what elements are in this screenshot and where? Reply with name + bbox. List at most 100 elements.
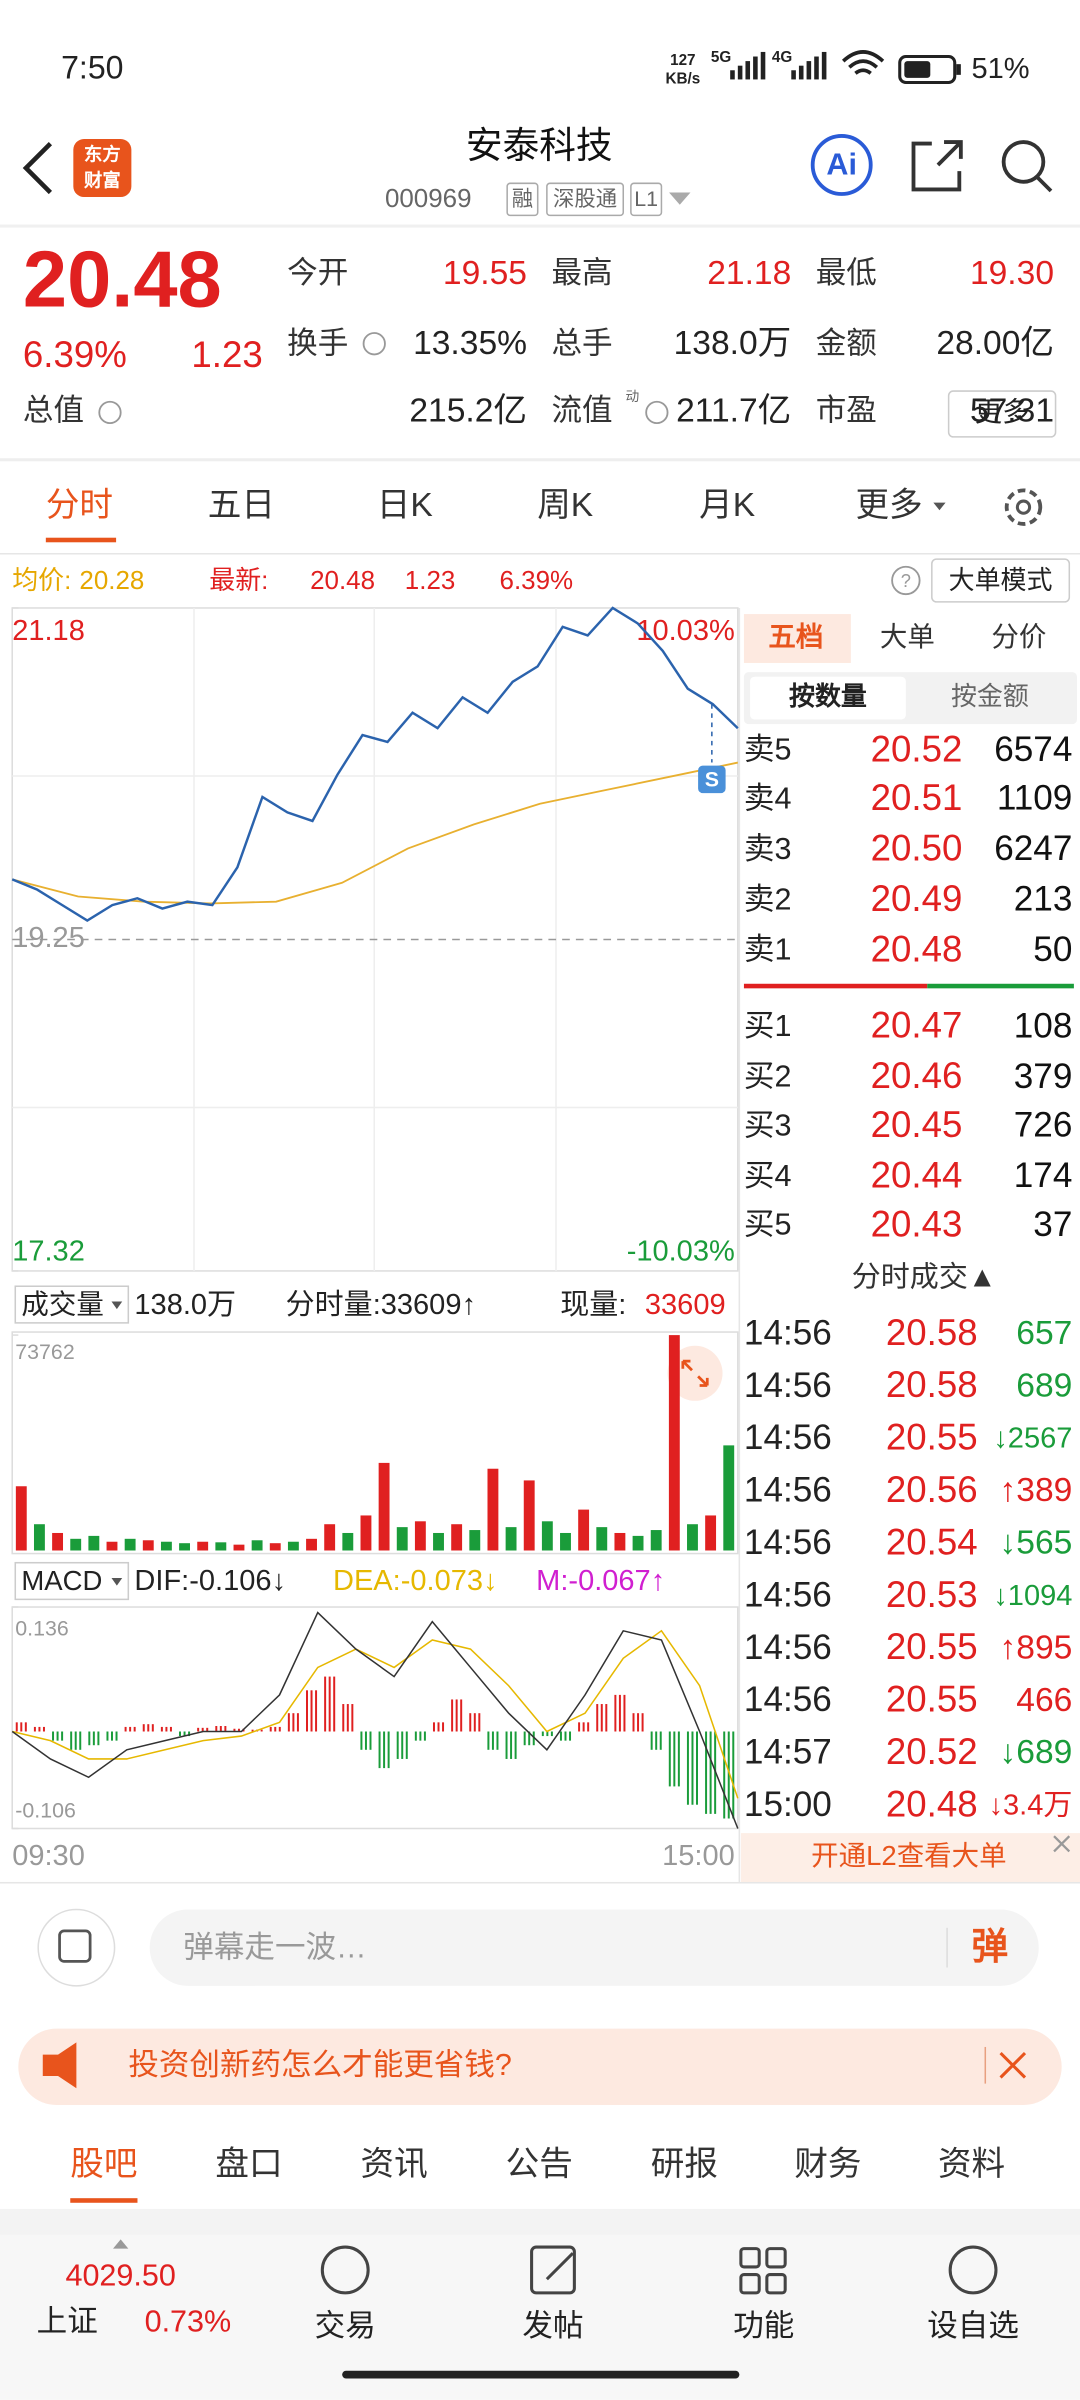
field-value: 19.55 bbox=[443, 255, 527, 292]
logo[interactable] bbox=[73, 139, 132, 198]
volume-bar bbox=[723, 1445, 735, 1551]
banner[interactable] bbox=[18, 2028, 1062, 2106]
dropdown-arrow bbox=[933, 502, 946, 511]
back-button[interactable] bbox=[22, 141, 53, 195]
volume-minute: 分时量:33609↑ bbox=[286, 1288, 476, 1321]
macd-selector[interactable] bbox=[14, 1561, 130, 1601]
l2-close[interactable] bbox=[1053, 1835, 1071, 1853]
section-tab[interactable]: 财务 bbox=[794, 2145, 861, 2183]
volume-bar bbox=[396, 1527, 408, 1551]
section-tab[interactable]: 研报 bbox=[651, 2145, 718, 2183]
section-tab[interactable]: 股吧 bbox=[70, 2146, 137, 2183]
chart-tab[interactable]: 分时 bbox=[46, 487, 113, 524]
trade-volume: 466 bbox=[1016, 1682, 1072, 1719]
expand-icon bbox=[681, 1359, 709, 1387]
badge-text: 深股通 bbox=[553, 187, 617, 211]
volume-bar bbox=[197, 1541, 209, 1551]
marker-badge[interactable] bbox=[698, 765, 726, 794]
book-tab[interactable]: 分价 bbox=[991, 621, 1046, 652]
index-pct: 0.73% bbox=[145, 2305, 232, 2339]
book-tab[interactable]: 五档 bbox=[768, 621, 823, 652]
mode-button[interactable] bbox=[931, 558, 1071, 603]
danmaku-send[interactable]: 弹 bbox=[972, 1926, 1009, 1967]
volume-bar bbox=[287, 1541, 299, 1551]
y-tick-label: 0.136 bbox=[15, 1617, 69, 1641]
volume-bar bbox=[70, 1538, 82, 1551]
book-level: 买1 bbox=[744, 1009, 792, 1043]
battery-tip bbox=[956, 64, 961, 75]
chart-tab[interactable]: 更多 bbox=[855, 486, 922, 524]
book-tab[interactable]: 大单 bbox=[880, 621, 935, 652]
trade-time: 15:00 bbox=[744, 1785, 832, 1824]
ai-label[interactable]: Ai bbox=[826, 148, 857, 182]
avg-value: 20.28 bbox=[79, 565, 144, 595]
volume-bar bbox=[523, 1480, 535, 1551]
share-button[interactable] bbox=[911, 140, 963, 192]
volume-frame bbox=[11, 1331, 739, 1555]
book-level: 买2 bbox=[744, 1060, 792, 1094]
l2-banner[interactable] bbox=[740, 1833, 1080, 1882]
logo-text: 东方 bbox=[84, 144, 121, 165]
section-tab[interactable]: 公告 bbox=[506, 2145, 573, 2183]
field-value: 138.0万 bbox=[674, 325, 792, 362]
price-line bbox=[11, 606, 739, 923]
book-level: 卖1 bbox=[744, 933, 792, 967]
section-tab[interactable]: 资料 bbox=[938, 2145, 1005, 2183]
search-handle bbox=[1035, 175, 1053, 193]
book-level: 买5 bbox=[744, 1208, 792, 1242]
ai-button[interactable] bbox=[810, 134, 873, 196]
trade-volume: 689 bbox=[1016, 1367, 1072, 1404]
book-mode[interactable]: 按金额 bbox=[951, 681, 1029, 711]
nav-item[interactable]: 功能 bbox=[733, 2309, 794, 2343]
macd-dea: DEA:-0.073↓ bbox=[333, 1565, 498, 1597]
field-value: 215.2亿 bbox=[409, 391, 527, 429]
latest-value: 20.48 bbox=[310, 565, 375, 595]
nav-item[interactable]: 发帖 bbox=[522, 2309, 583, 2343]
chart-tab[interactable]: 五日 bbox=[208, 487, 275, 524]
banner-text[interactable]: 投资创新药怎么才能更省钱? bbox=[128, 2048, 512, 2082]
danmaku-input[interactable] bbox=[149, 1909, 1039, 1986]
trade-volume: 657 bbox=[1016, 1315, 1072, 1352]
chart-tab[interactable]: 月K bbox=[699, 487, 756, 524]
home-indicator[interactable] bbox=[342, 2370, 740, 2379]
latest-pct: 6.39% bbox=[500, 565, 574, 595]
more-button-text[interactable]: 更多 bbox=[975, 396, 1030, 427]
section-tab[interactable]: 盘口 bbox=[215, 2145, 282, 2183]
volume-bar bbox=[469, 1530, 481, 1551]
book-mode[interactable]: 按数量 bbox=[789, 681, 867, 711]
chart-tab[interactable]: 周K bbox=[537, 487, 594, 524]
dropdown-arrow bbox=[111, 1301, 123, 1310]
l2-text[interactable]: 开通L2查看大单 bbox=[811, 1840, 1006, 1871]
volume-selector[interactable] bbox=[14, 1285, 130, 1324]
index-value: 4029.50 bbox=[65, 2259, 175, 2293]
expand-button[interactable] bbox=[667, 1345, 723, 1401]
pe-tag: 动 bbox=[626, 389, 640, 404]
trade-price: 20.58 bbox=[886, 1364, 978, 1405]
nav-item[interactable]: 设自选 bbox=[927, 2309, 1019, 2343]
nav-item[interactable]: 交易 bbox=[315, 2309, 376, 2343]
macd-dif: DIF:-0.106↓ bbox=[134, 1565, 286, 1597]
volume-bar bbox=[541, 1521, 553, 1551]
trade-price: 20.53 bbox=[886, 1574, 978, 1615]
volume-bar bbox=[578, 1509, 590, 1551]
mode-active bbox=[750, 676, 906, 720]
volume-bar bbox=[378, 1462, 390, 1551]
megaphone-icon bbox=[42, 2042, 77, 2089]
volume-bar bbox=[251, 1540, 263, 1551]
volume-bar bbox=[306, 1538, 317, 1551]
book-level: 卖2 bbox=[744, 882, 792, 916]
search-button[interactable] bbox=[1001, 140, 1046, 184]
more-button[interactable] bbox=[947, 390, 1057, 438]
section-tab[interactable]: 资讯 bbox=[361, 2146, 428, 2183]
trade-time: 14:56 bbox=[744, 1471, 832, 1510]
banner-close[interactable] bbox=[999, 2051, 1027, 2079]
danmaku-toggle[interactable] bbox=[37, 1908, 116, 1987]
volume-bar bbox=[560, 1532, 571, 1551]
help-icon[interactable] bbox=[891, 565, 921, 596]
settings-button[interactable] bbox=[1004, 488, 1043, 526]
dropdown-arrow[interactable] bbox=[669, 192, 691, 205]
mode-button-text[interactable]: 大单模式 bbox=[949, 565, 1053, 595]
chart-tab[interactable]: 日K bbox=[377, 487, 434, 524]
